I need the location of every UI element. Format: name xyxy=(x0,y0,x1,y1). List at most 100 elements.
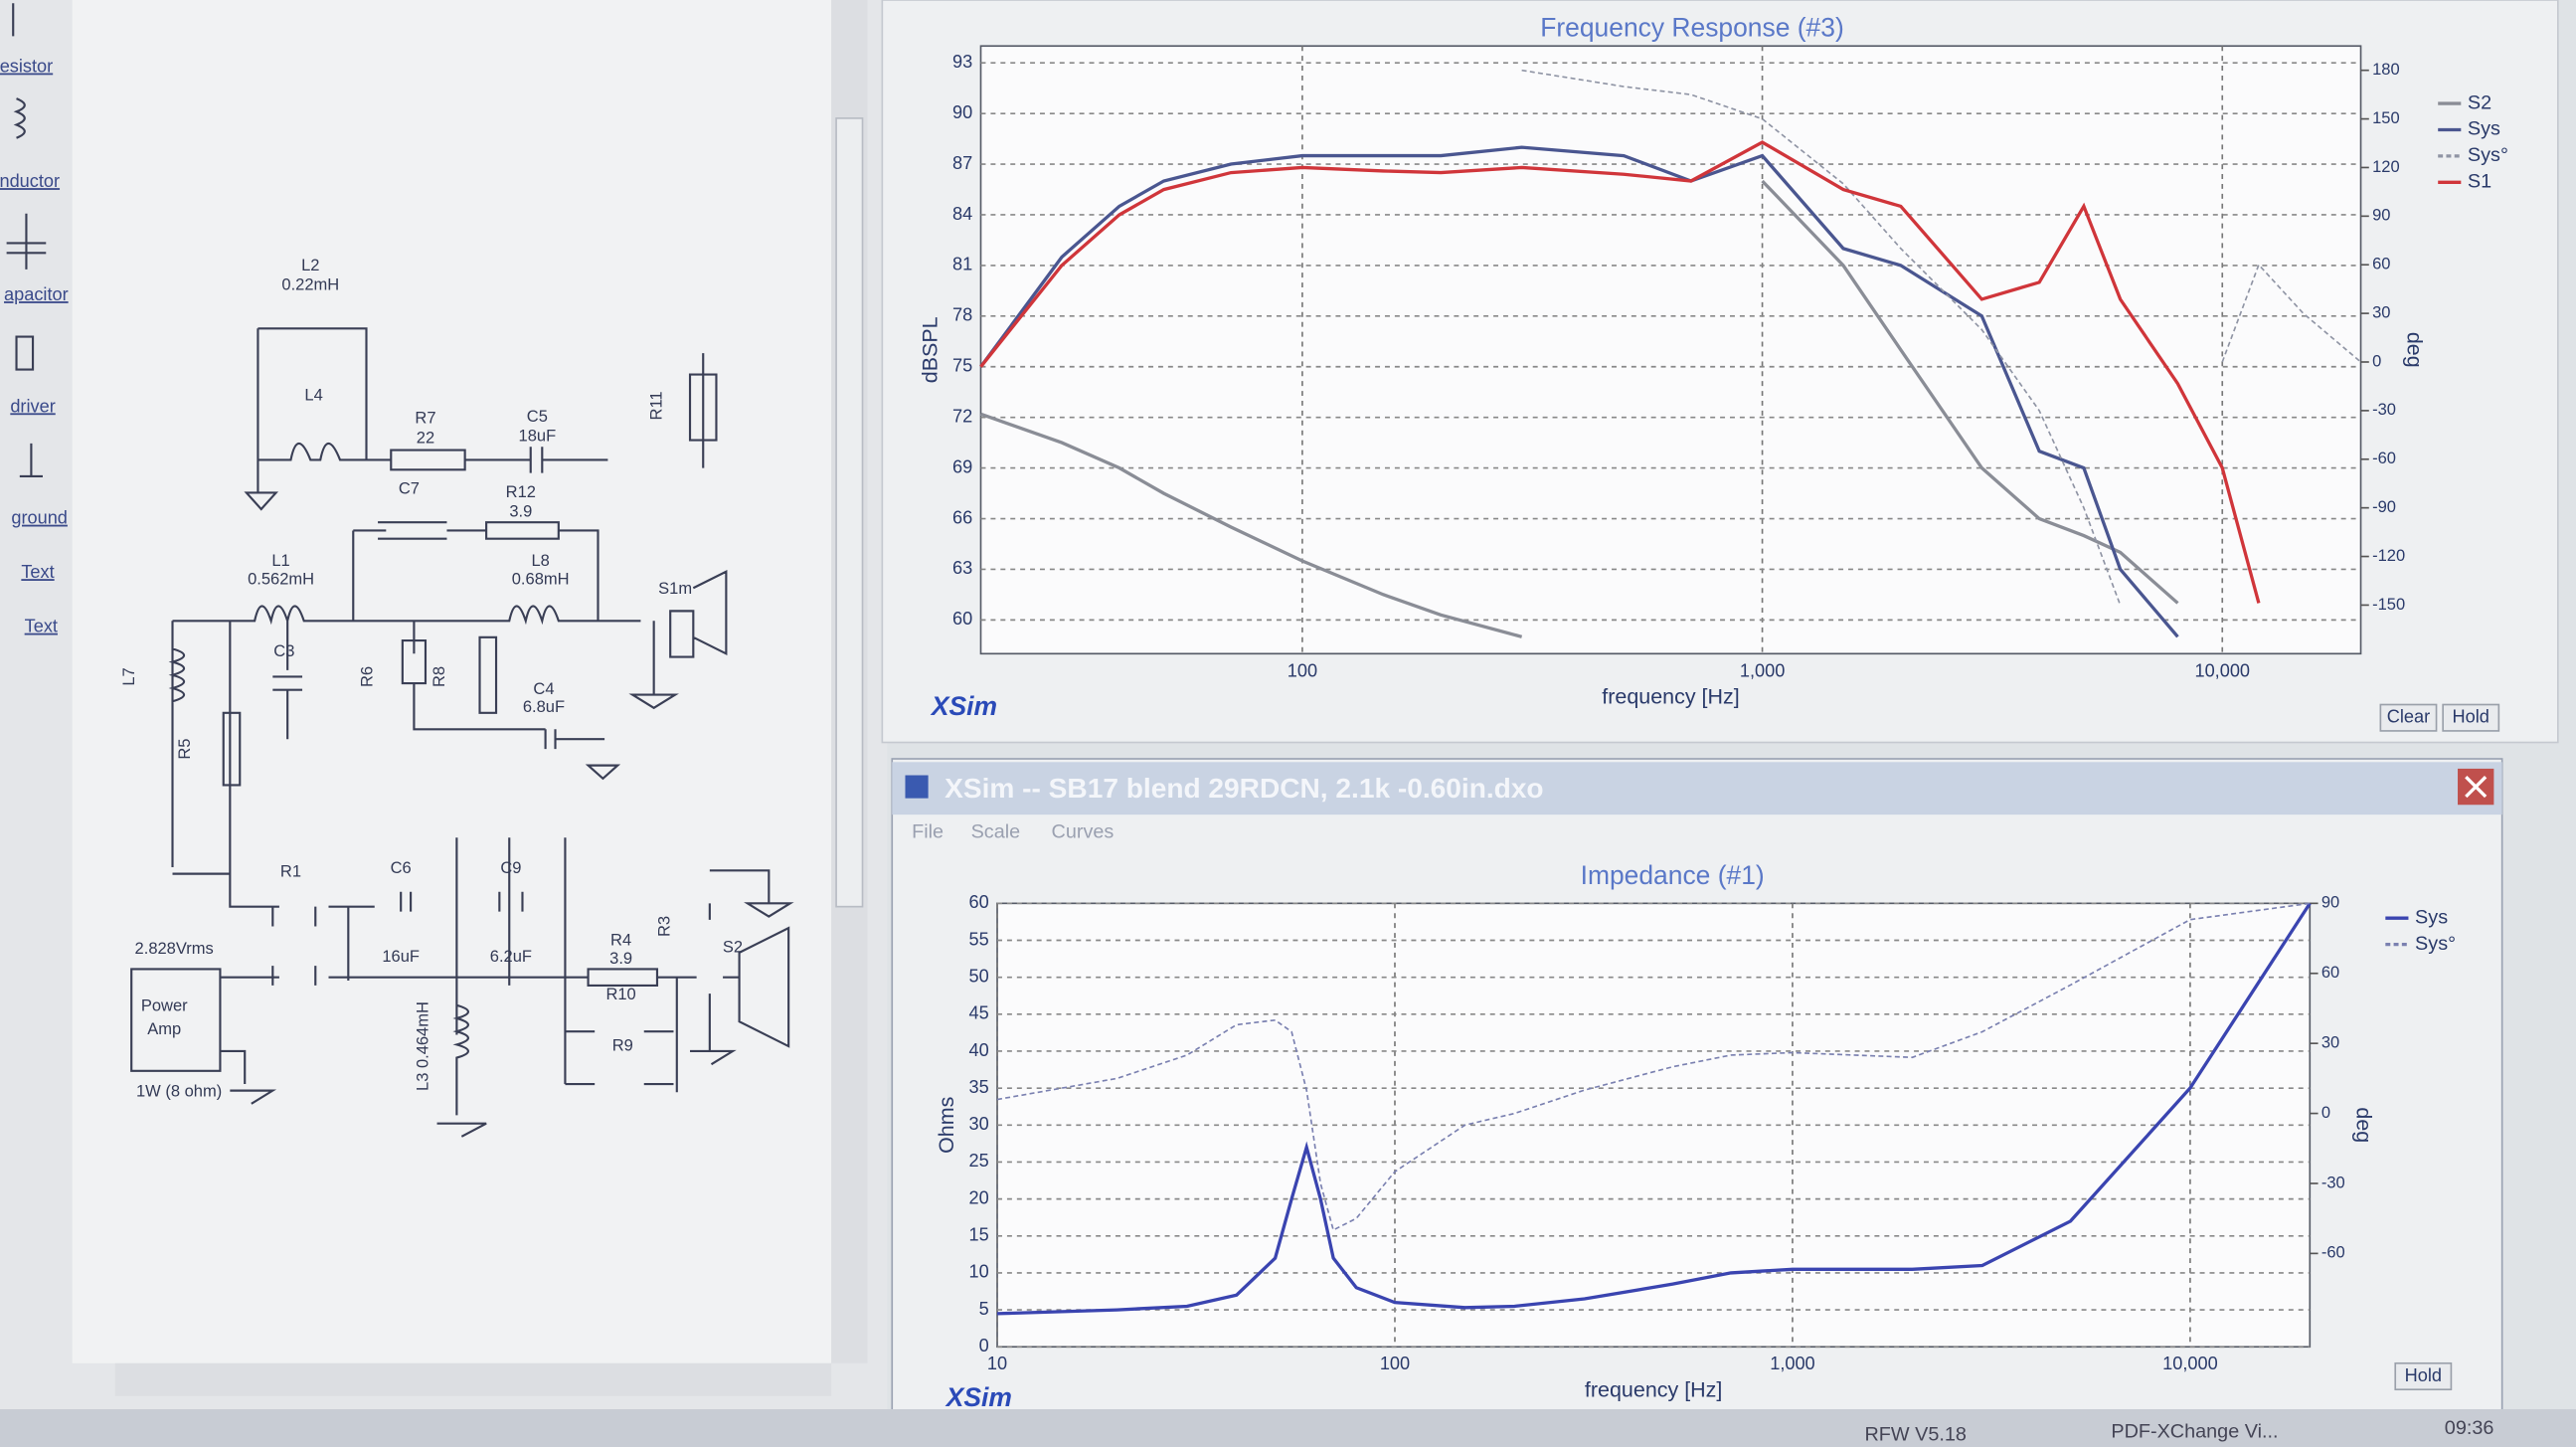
close-icon xyxy=(2465,776,2488,799)
y-tick-label: 78 xyxy=(952,305,972,325)
power-label: 1W (8 ohm) xyxy=(136,1083,222,1101)
y-tick-label: 66 xyxy=(952,507,972,527)
series-line xyxy=(1521,69,2362,606)
component-value: 3.9 xyxy=(609,950,632,968)
menu-item[interactable]: Curves xyxy=(1052,821,1115,843)
x-tick-label: 1,000 xyxy=(1740,660,1785,680)
series-line xyxy=(979,140,2261,604)
taskbar xyxy=(0,1409,2576,1447)
amp-label: Amp xyxy=(147,1020,181,1038)
component-label: S2 xyxy=(723,938,743,956)
component-value: 22 xyxy=(417,429,434,447)
y-tick-label: 20 xyxy=(969,1187,989,1207)
tool[interactable]: ground xyxy=(11,508,68,528)
y2-tick-label: -30 xyxy=(2321,1174,2345,1191)
y2-tick-label: 180 xyxy=(2372,61,2400,79)
y2-tick-label: 0 xyxy=(2372,352,2381,370)
y-tick-label: 75 xyxy=(952,356,972,376)
legend-label: S1 xyxy=(2468,171,2491,193)
component-label: R12 xyxy=(506,483,536,501)
logo: XSim xyxy=(930,691,997,721)
button-label[interactable]: Hold xyxy=(2453,707,2490,727)
legend-label: Sys xyxy=(2468,118,2500,140)
y-tick-label: 35 xyxy=(969,1077,989,1097)
y-tick-label: 81 xyxy=(952,255,972,274)
tool[interactable]: driver xyxy=(10,396,55,416)
y2-tick-label: -150 xyxy=(2372,596,2405,614)
tool[interactable]: Text xyxy=(21,562,54,582)
component-label: R5 xyxy=(176,739,194,760)
x-axis-label: frequency [Hz] xyxy=(1602,685,1739,709)
component-label: R8 xyxy=(430,666,448,687)
component-label: R4 xyxy=(610,932,631,950)
component-label: L1 xyxy=(271,552,289,570)
component-label: R7 xyxy=(415,410,435,428)
button[interactable] xyxy=(2379,703,2438,732)
component-label: R10 xyxy=(605,986,635,1003)
y-tick-label: 30 xyxy=(969,1114,989,1134)
menu-item[interactable]: Scale xyxy=(971,821,1021,843)
component-value: 18uF xyxy=(519,428,557,446)
series-line xyxy=(996,902,2311,1232)
schematic-canvas xyxy=(72,0,832,1363)
series-line xyxy=(979,145,2179,638)
y-tick-label: 10 xyxy=(969,1262,989,1282)
component-label: C6 xyxy=(391,859,412,877)
component-label: C5 xyxy=(527,408,548,426)
component-label: R3 xyxy=(656,916,674,937)
clock: 09:36 xyxy=(2445,1417,2494,1439)
tool-icons xyxy=(6,3,47,478)
component-label: C3 xyxy=(273,642,294,660)
tool[interactable]: nductor xyxy=(0,171,60,191)
y-tick-label: 55 xyxy=(969,929,989,949)
y2-tick-label: -90 xyxy=(2372,498,2396,516)
logo: XSim xyxy=(945,1382,1012,1412)
y2-tick-label: -30 xyxy=(2372,401,2396,419)
button[interactable] xyxy=(2442,703,2500,732)
y2-axis-label: deg xyxy=(2352,1107,2376,1143)
x-tick-label: 100 xyxy=(1380,1354,1410,1373)
y2-tick-label: 0 xyxy=(2321,1104,2330,1122)
y-tick-label: 15 xyxy=(969,1225,989,1245)
component-value: 6.8uF xyxy=(523,698,565,716)
chart-title: Impedance (#1) xyxy=(1581,860,1765,890)
y2-tick-label: -60 xyxy=(2321,1244,2345,1262)
y-tick-label: 60 xyxy=(969,892,989,912)
taskbar-item[interactable]: RFW V5.18 xyxy=(1865,1424,1967,1446)
y-tick-label: 60 xyxy=(952,609,972,629)
y2-tick-label: 60 xyxy=(2372,256,2390,273)
component-label: R6 xyxy=(358,666,376,687)
app-icon xyxy=(905,775,929,799)
window-title: XSim -- SB17 blend 29RDCN, 2.1k -0.60in.… xyxy=(945,773,1543,804)
legend-label: S2 xyxy=(2468,91,2491,113)
component-value: 0.22mH xyxy=(281,276,339,294)
y-tick-label: 25 xyxy=(969,1151,989,1171)
tool[interactable]: Text xyxy=(25,617,58,636)
taskbar-item[interactable]: PDF-XChange Vi... xyxy=(2111,1420,2278,1442)
button[interactable] xyxy=(2394,1361,2453,1391)
button-label[interactable]: Hold xyxy=(2405,1365,2442,1385)
y2-tick-label: 30 xyxy=(2321,1034,2339,1052)
chart-title: Frequency Response (#3) xyxy=(1540,13,1844,43)
legend-label: Sys° xyxy=(2415,933,2456,955)
component-value: 3.9 xyxy=(509,503,532,521)
x-tick-label: 10,000 xyxy=(2194,660,2250,680)
y2-axis-label: deg xyxy=(2403,332,2427,368)
component-label: L8 xyxy=(531,552,549,570)
tool[interactable]: esistor xyxy=(0,57,53,77)
y-tick-label: 40 xyxy=(969,1040,989,1060)
legend-label: Sys xyxy=(2415,906,2448,928)
y2-tick-label: -120 xyxy=(2372,547,2405,565)
component-label: R1 xyxy=(280,862,301,880)
y-tick-label: 93 xyxy=(952,52,972,72)
button-label[interactable]: Clear xyxy=(2387,707,2430,727)
component-label: C9 xyxy=(500,859,521,877)
component-label: L2 xyxy=(301,257,319,274)
series-line xyxy=(996,902,2312,1316)
scroll-thumb[interactable] xyxy=(835,117,864,908)
y-tick-label: 69 xyxy=(952,456,972,476)
tool[interactable]: apacitor xyxy=(4,284,69,304)
menu-item[interactable]: File xyxy=(912,821,944,843)
h-scrollbar[interactable] xyxy=(114,1362,832,1396)
